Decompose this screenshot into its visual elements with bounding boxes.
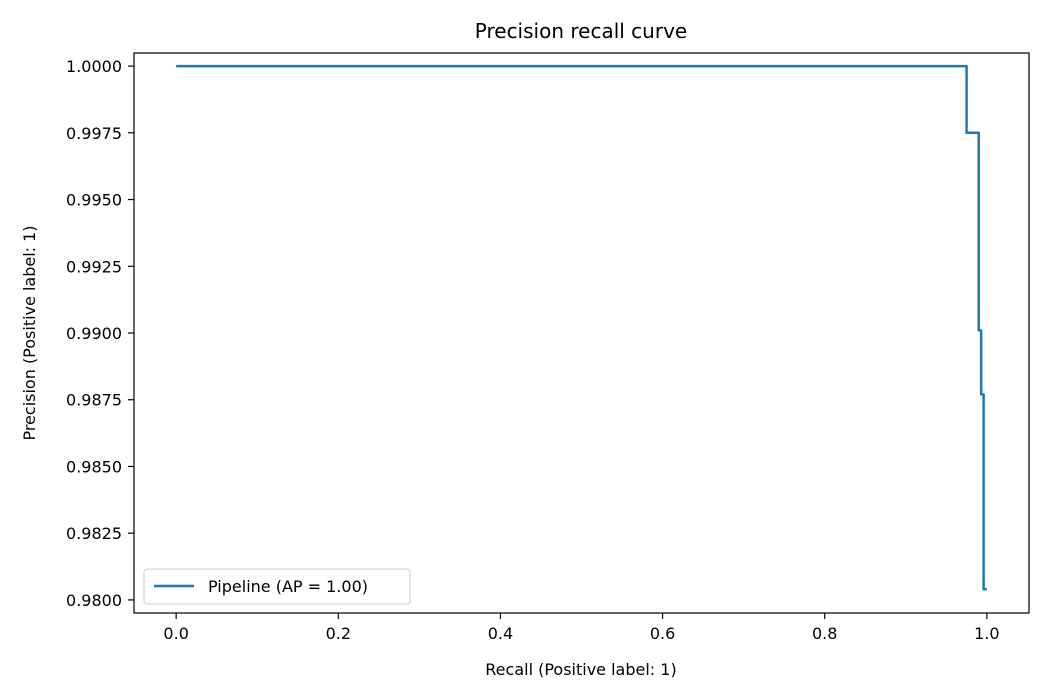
y-tick-label: 1.0000 xyxy=(66,57,122,76)
x-axis-label: Recall (Positive label: 1) xyxy=(485,660,676,679)
x-tick-label: 0.4 xyxy=(488,624,513,643)
series-line-0 xyxy=(176,64,987,591)
y-axis-label: Precision (Positive label: 1) xyxy=(20,225,39,440)
plot-area xyxy=(176,64,987,591)
x-tick-label: 1.0 xyxy=(974,624,999,643)
axes: 0.0 0.2 0.4 0.6 0.8 1.0 0.9800 0.9825 0.9850 0.98… xyxy=(66,52,1030,643)
y-tick-label: 0.9875 xyxy=(66,391,122,410)
legend-box xyxy=(143,568,411,605)
x-tick-label: 0.8 xyxy=(812,624,837,643)
y-tick-label: 0.9825 xyxy=(66,524,122,543)
x-tick-label: 0.2 xyxy=(326,624,351,643)
x-tick-label: 0.6 xyxy=(650,624,675,643)
y-tick-label: 0.9800 xyxy=(66,591,122,610)
y-tick-label: 0.9925 xyxy=(66,257,122,276)
y-tick-label: 0.9975 xyxy=(66,124,122,143)
y-tick-label: 0.9900 xyxy=(66,324,122,343)
legend-label: Pipeline (AP = 1.00) xyxy=(208,577,368,596)
y-tick-label: 0.9950 xyxy=(66,191,122,210)
legend: Pipeline (AP = 1.00) xyxy=(143,568,411,605)
y-tick-label: 0.9850 xyxy=(66,457,122,476)
chart-title: Precision recall curve xyxy=(475,19,687,43)
x-tick-label: 0.0 xyxy=(163,624,188,643)
